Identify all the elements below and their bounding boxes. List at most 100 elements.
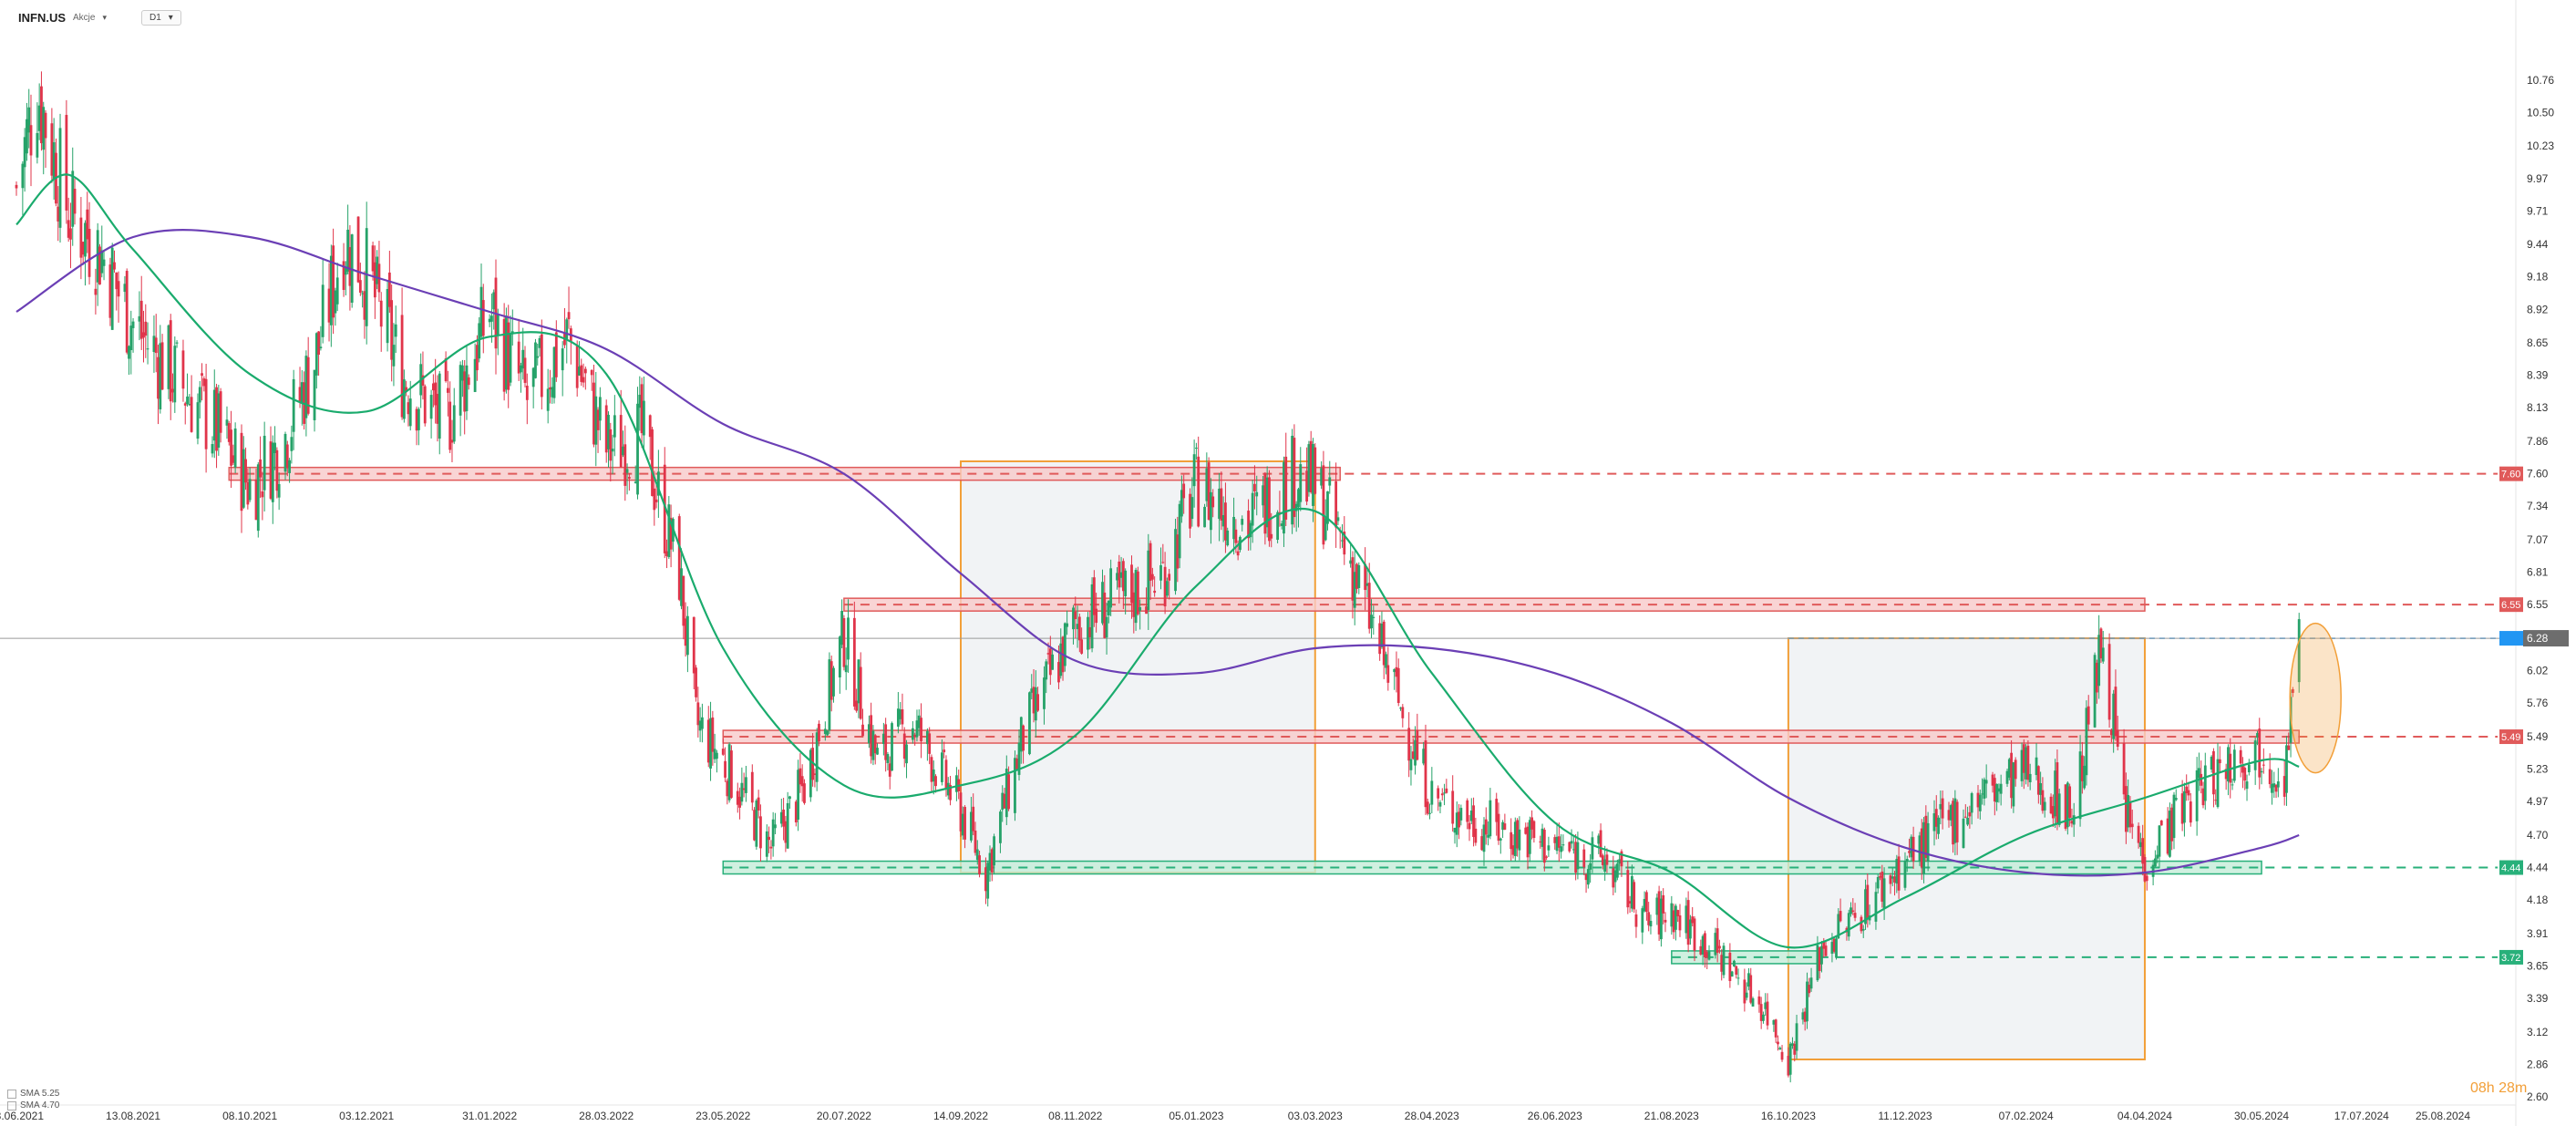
candle-body [745,777,747,793]
candle-body [1121,561,1125,592]
candle-body [2012,762,2015,807]
candle-body [941,752,943,782]
candle-body [1730,971,1734,977]
candle-body [913,734,917,738]
candle-body [1458,811,1460,828]
candle-body [1489,800,1492,837]
candle-body [405,387,408,392]
price-tick-label: 9.97 [2527,172,2549,185]
candle-body [1474,828,1478,843]
candle-body [2271,783,2273,793]
candle-body [1751,997,1755,1007]
candle-body [1889,875,1892,884]
candle-body [669,517,673,550]
candle-body [2127,794,2130,828]
candle-body [818,723,820,742]
sma-short-line[interactable] [15,173,2300,949]
candle-body [2014,759,2017,780]
price-tick-label: 9.44 [2527,238,2549,251]
candle-body [256,464,260,532]
candle-body [1670,903,1674,927]
candle-body [356,216,360,283]
candle-body [2214,800,2218,801]
candle-body [300,382,304,404]
sma-long-line[interactable] [15,229,2300,877]
candle-body [975,849,979,861]
checkbox-icon[interactable] [7,1100,16,1111]
candle-body [363,291,366,320]
candle-body [2201,788,2205,806]
candle-body [2198,768,2200,779]
candle-body [2112,693,2116,739]
candle-body [2170,807,2174,842]
candle-body [285,444,289,469]
interval-selector[interactable]: D1 ▾ [140,9,181,26]
candle-body [1757,996,1761,1005]
candle-body [1007,774,1010,810]
candle-body [1745,992,1748,998]
candle-body [1689,919,1692,939]
candle-body [448,401,452,450]
candle-body [1197,456,1200,527]
candle-body [1970,793,1973,813]
candle-body [1691,916,1695,924]
legend-item-sma-long[interactable]: SMA 4.70 [7,1100,59,1111]
candle-body [1893,876,1896,883]
candle-body [52,142,56,180]
candle-body [2185,786,2189,793]
candle-body [1837,914,1840,939]
candle-body [1314,447,1317,494]
candle-body [607,414,610,449]
candle-body [1633,882,1636,910]
candle-body [852,617,856,707]
candle-body [928,733,932,754]
candle-body [891,723,893,771]
candle-body [1262,485,1264,506]
candle-body [1882,878,1886,909]
candle-body [2026,745,2030,780]
price-tick-label: 2.86 [2527,1058,2549,1070]
candle-body [1847,913,1850,937]
candle-body [1291,435,1294,525]
candle-body [1599,830,1602,857]
candle-body [759,816,762,849]
candle-body [2256,733,2259,739]
candle-body [1628,901,1632,904]
candle-body [492,292,496,310]
symbol-name[interactable]: INFN.US [18,10,66,25]
candle-body [663,464,666,553]
candle-body [774,824,777,829]
candle-body [2035,757,2038,776]
candle-body [855,700,859,711]
candle-body [726,780,729,797]
candle-body [609,429,613,461]
candle-body [1407,728,1411,761]
candle-body [2054,770,2057,817]
candle-body [1455,812,1458,835]
candle-body [552,346,556,398]
candle-body [740,782,744,802]
candle-body [1090,584,1094,649]
chevron-down-icon[interactable]: ▾ [102,12,107,22]
candle-body [1034,687,1037,721]
candle-body [2087,706,2090,725]
candle-body [1367,583,1371,629]
candle-body [932,770,935,782]
candle-body [648,415,652,438]
candle-body [1168,573,1171,581]
checkbox-icon[interactable] [7,1089,16,1099]
candle-body [1926,822,1930,862]
candle-body [1860,916,1863,932]
candle-body [886,754,890,763]
candle-body [1809,977,1813,989]
candle-body [642,400,645,436]
candle-body [1649,921,1653,927]
candle-body [765,831,768,857]
candle-body [1351,557,1355,601]
candle-body [2158,825,2161,857]
legend-item-sma-short[interactable]: SMA 5.25 [7,1088,59,1100]
candle-body [1791,1043,1794,1047]
candle-body [1080,639,1084,654]
candle-body [594,396,598,445]
